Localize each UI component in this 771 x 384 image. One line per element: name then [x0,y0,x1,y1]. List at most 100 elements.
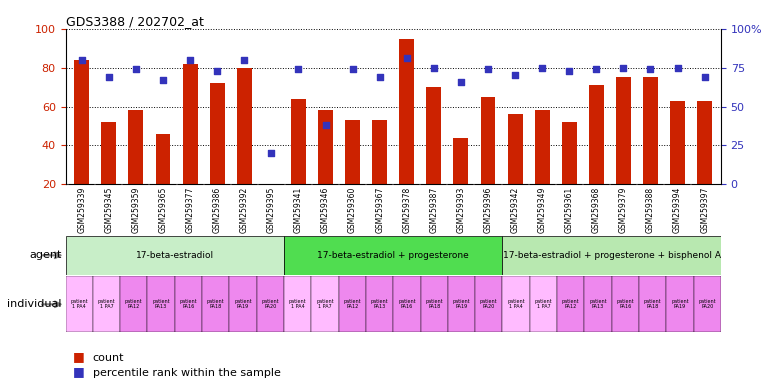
Bar [237,68,251,184]
Bar [230,276,257,332]
Text: patient
1 PA4: patient 1 PA4 [70,299,88,310]
Text: count: count [93,353,124,363]
Text: GSM259349: GSM259349 [537,187,547,233]
Point [672,65,684,71]
Text: patient
PA13: patient PA13 [371,299,389,310]
Bar [291,99,306,184]
Text: patient
PA12: patient PA12 [562,299,580,310]
Text: GSM259378: GSM259378 [402,187,411,233]
Text: GSM259361: GSM259361 [564,187,574,233]
Bar [639,276,666,332]
Point [184,57,197,63]
Bar [670,101,685,184]
Bar [399,38,414,184]
Text: patient
1 PA7: patient 1 PA7 [98,299,116,310]
Bar [147,276,175,332]
Text: GSM259368: GSM259368 [592,187,601,233]
Text: 17-beta-estradiol: 17-beta-estradiol [136,251,214,260]
Bar [311,276,338,332]
Text: GSM259360: GSM259360 [348,187,357,233]
Text: GSM259393: GSM259393 [456,187,466,233]
Text: GSM259341: GSM259341 [294,187,303,233]
Bar [589,85,604,184]
Text: patient
PA16: patient PA16 [398,299,416,310]
Text: patient
PA20: patient PA20 [480,299,497,310]
Bar [448,276,475,332]
Bar [480,97,496,184]
Text: patient
PA12: patient PA12 [343,299,361,310]
Text: GSM259392: GSM259392 [240,187,249,233]
Text: GSM259397: GSM259397 [700,187,709,233]
Bar [257,276,284,332]
Bar [694,276,721,332]
Bar [66,276,93,332]
Text: individual: individual [7,299,62,310]
Text: GDS3388 / 202702_at: GDS3388 / 202702_at [66,15,204,28]
Bar [318,111,333,184]
Text: GSM259345: GSM259345 [104,187,113,233]
Text: GSM259367: GSM259367 [375,187,384,233]
Bar [66,236,284,275]
Point [103,74,115,80]
Bar [210,83,224,184]
Bar [366,276,393,332]
Text: patient
PA20: patient PA20 [699,299,716,310]
Bar [420,276,448,332]
Point [130,66,142,72]
Text: GSM259339: GSM259339 [77,187,86,233]
Point [428,65,440,71]
Text: agent: agent [29,250,62,260]
Point [292,66,305,72]
Point [563,68,575,74]
Bar [507,114,523,184]
Text: GSM259388: GSM259388 [646,187,655,233]
Text: patient
PA18: patient PA18 [207,299,224,310]
Text: patient
1 PA4: patient 1 PA4 [289,299,306,310]
Bar [666,276,694,332]
Point [157,77,169,83]
Text: percentile rank within the sample: percentile rank within the sample [93,368,281,378]
Text: patient
PA16: patient PA16 [180,299,197,310]
Text: patient
PA13: patient PA13 [589,299,607,310]
Point [211,68,224,74]
Bar [616,78,631,184]
Bar [530,276,557,332]
Text: GSM259395: GSM259395 [267,187,276,233]
Bar [426,87,441,184]
Bar [393,276,420,332]
Bar [93,276,120,332]
Bar [156,134,170,184]
Text: ■: ■ [73,350,85,363]
Text: GSM259396: GSM259396 [483,187,493,233]
Text: GSM259365: GSM259365 [159,187,167,233]
Point [699,74,711,80]
Text: patient
PA18: patient PA18 [426,299,443,310]
Text: patient
PA12: patient PA12 [125,299,143,310]
Point [238,57,251,63]
Bar [643,78,658,184]
Bar [503,276,530,332]
Bar [345,120,360,184]
Text: 17-beta-estradiol + progesterone + bisphenol A: 17-beta-estradiol + progesterone + bisph… [503,251,721,260]
Bar [120,276,147,332]
Text: GSM259342: GSM259342 [510,187,520,233]
Bar [503,236,721,275]
Text: patient
PA16: patient PA16 [617,299,634,310]
Point [455,79,467,85]
Bar [453,138,468,184]
Bar [611,276,639,332]
Point [76,57,88,63]
Bar [475,276,503,332]
Text: patient
PA20: patient PA20 [261,299,279,310]
Text: GSM259394: GSM259394 [673,187,682,233]
Text: GSM259379: GSM259379 [619,187,628,233]
Text: GSM259377: GSM259377 [186,187,194,233]
Bar [584,276,611,332]
Point [265,150,278,156]
Point [373,74,386,80]
Point [590,66,602,72]
Text: patient
PA19: patient PA19 [453,299,470,310]
Text: GSM259359: GSM259359 [131,187,140,233]
Bar [557,276,584,332]
Bar [338,276,366,332]
